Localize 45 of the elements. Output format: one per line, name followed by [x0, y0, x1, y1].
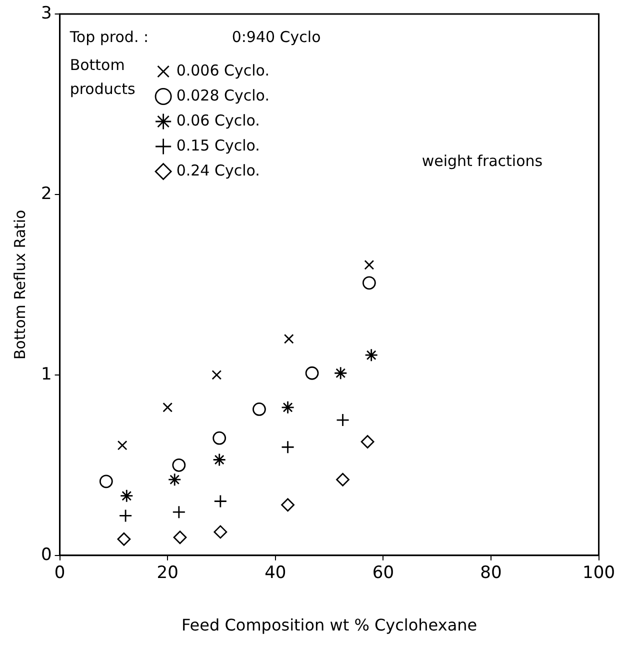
x-axis-title: Feed Composition wt % Cyclohexane [181, 616, 478, 635]
point [364, 348, 378, 362]
point [305, 366, 319, 380]
x-tick-label: 100 [582, 563, 616, 584]
x-tick-label: 60 [372, 563, 394, 584]
annotation: Bottom products [70, 56, 136, 98]
point [360, 435, 374, 448]
x-tick-label: 40 [264, 563, 286, 584]
y-tick-label: 1 [40, 364, 52, 384]
point [336, 472, 350, 486]
point [252, 402, 266, 416]
point [117, 532, 131, 546]
point [173, 530, 187, 544]
x-tick-label: 20 [156, 563, 178, 584]
point [281, 400, 294, 414]
point [212, 370, 222, 380]
point [284, 334, 294, 344]
point [168, 472, 182, 486]
point [117, 440, 128, 450]
x-tick-label: 0 [54, 563, 66, 584]
point [362, 276, 376, 290]
annotation: 0:940 Cyclo [232, 28, 321, 46]
point [281, 498, 294, 512]
point [212, 453, 226, 466]
y-tick-label: 3 [40, 3, 52, 24]
point [162, 402, 173, 412]
point [99, 474, 113, 488]
y-axis-title: Bottom Reflux Ratio [10, 210, 29, 360]
point [364, 260, 374, 270]
legend-label: 0.06 Cyclo. [176, 111, 260, 130]
annotation: Top prod. : [68, 28, 149, 46]
point [214, 525, 228, 539]
y-tick-label: 2 [40, 184, 52, 204]
legend-label: 0.006 Cyclo. [176, 61, 270, 80]
annotation: weight fractions [422, 152, 543, 170]
point [120, 489, 134, 503]
y-tick-label: 0 [40, 544, 52, 565]
legend-label: 0.15 Cyclo. [176, 136, 260, 154]
legend-label: 0.24 Cyclo. [176, 161, 260, 180]
x-tick-label: 80 [480, 563, 502, 584]
legend-label: 0.028 Cyclo. [176, 86, 270, 104]
point [334, 366, 348, 380]
point [172, 458, 186, 472]
point [172, 505, 186, 519]
point [212, 431, 226, 445]
